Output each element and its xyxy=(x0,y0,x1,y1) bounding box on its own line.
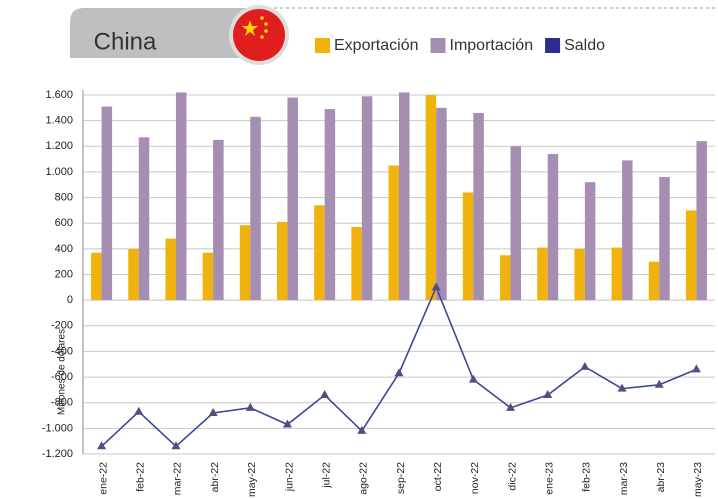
y-tick-label: 600 xyxy=(55,217,73,229)
bar xyxy=(314,205,325,301)
line-marker xyxy=(506,402,516,411)
bar xyxy=(351,227,362,301)
bar xyxy=(138,137,150,301)
bar xyxy=(510,146,522,301)
x-tick-label: may-22 xyxy=(246,462,258,497)
saldo-line xyxy=(101,285,697,448)
line-marker xyxy=(208,407,218,416)
x-tick-label: abr-22 xyxy=(209,462,221,493)
bar xyxy=(659,177,670,301)
bar xyxy=(462,192,474,301)
line-marker xyxy=(468,374,478,383)
bar xyxy=(547,153,559,301)
line-marker xyxy=(580,361,590,370)
x-tick-label: mar-23 xyxy=(618,462,630,495)
bar xyxy=(611,247,623,301)
y-tick-label: -800 xyxy=(51,397,73,409)
line-marker xyxy=(543,390,553,399)
x-tick-label: feb-22 xyxy=(135,462,147,492)
bar xyxy=(239,225,251,301)
legend-label: Importación xyxy=(450,37,534,54)
x-tick-label: nov-22 xyxy=(469,462,481,494)
bar xyxy=(696,141,707,301)
y-tick-label: 1.600 xyxy=(45,89,73,101)
bar xyxy=(250,116,261,301)
bar xyxy=(685,210,697,301)
legend-label: Exportación xyxy=(334,37,419,54)
y-tick-label: 400 xyxy=(55,243,73,255)
x-tick-label: mar-22 xyxy=(172,462,184,495)
y-tick-label: -1.200 xyxy=(42,448,73,460)
x-tick-label: ene-23 xyxy=(543,462,555,495)
y-tick-label: 200 xyxy=(55,268,73,280)
bar xyxy=(128,248,139,301)
line-marker xyxy=(617,383,627,392)
legend-swatch xyxy=(430,38,446,53)
x-tick-label: feb-23 xyxy=(581,462,593,492)
bar xyxy=(399,92,410,301)
line-marker xyxy=(320,390,330,399)
line-marker xyxy=(134,406,144,415)
x-tick-label: abr-23 xyxy=(655,462,667,493)
bar xyxy=(537,247,548,301)
bar xyxy=(324,109,336,301)
x-tick-label: dic-22 xyxy=(506,462,518,491)
bar xyxy=(361,96,373,301)
line-marker xyxy=(282,419,292,428)
y-tick-label: 0 xyxy=(67,294,73,306)
x-tick-label: ago-22 xyxy=(358,462,370,495)
y-tick-label: -200 xyxy=(51,320,73,332)
x-tick-label: may-23 xyxy=(692,462,704,497)
line-marker xyxy=(394,368,404,377)
bar xyxy=(584,182,596,301)
y-tick-label: -1.000 xyxy=(42,422,73,434)
bar xyxy=(648,261,660,301)
y-axis-title: Millones de dólares xyxy=(57,329,68,415)
y-tick-label: -400 xyxy=(51,345,73,357)
bar xyxy=(500,255,511,301)
bar xyxy=(622,160,633,301)
x-tick-label: ene-22 xyxy=(97,462,109,495)
title-tab xyxy=(70,8,250,58)
chart-title: China xyxy=(94,28,157,55)
line-marker xyxy=(97,441,107,450)
bar xyxy=(574,248,585,301)
bar xyxy=(276,221,288,301)
y-tick-label: 1.400 xyxy=(45,115,73,127)
bar xyxy=(213,139,224,301)
line-marker xyxy=(171,441,181,450)
line-marker xyxy=(691,364,701,373)
x-tick-label: jun-22 xyxy=(283,462,295,492)
flag xyxy=(229,5,289,65)
line-marker xyxy=(654,379,664,388)
bar xyxy=(287,97,298,301)
bar xyxy=(388,165,399,301)
y-tick-label: 800 xyxy=(55,191,73,203)
bar xyxy=(101,106,113,301)
y-tick-label: -600 xyxy=(51,371,73,383)
x-tick-label: oct-22 xyxy=(432,462,444,491)
legend-label: Saldo xyxy=(564,37,605,54)
bar xyxy=(436,107,447,301)
y-tick-label: 1.000 xyxy=(45,166,73,178)
line-marker xyxy=(357,425,367,434)
x-tick-label: sep-22 xyxy=(395,462,407,494)
bar xyxy=(473,112,484,301)
line-marker xyxy=(431,282,441,291)
bar xyxy=(91,252,102,301)
y-tick-label: 1.200 xyxy=(45,140,73,152)
bar xyxy=(425,95,437,301)
x-tick-label: jul-22 xyxy=(320,462,332,489)
legend-swatch xyxy=(545,38,561,53)
legend-swatch xyxy=(315,38,330,53)
bar xyxy=(175,92,187,301)
bar xyxy=(165,238,176,301)
bar xyxy=(202,252,214,301)
line-marker xyxy=(245,402,255,411)
